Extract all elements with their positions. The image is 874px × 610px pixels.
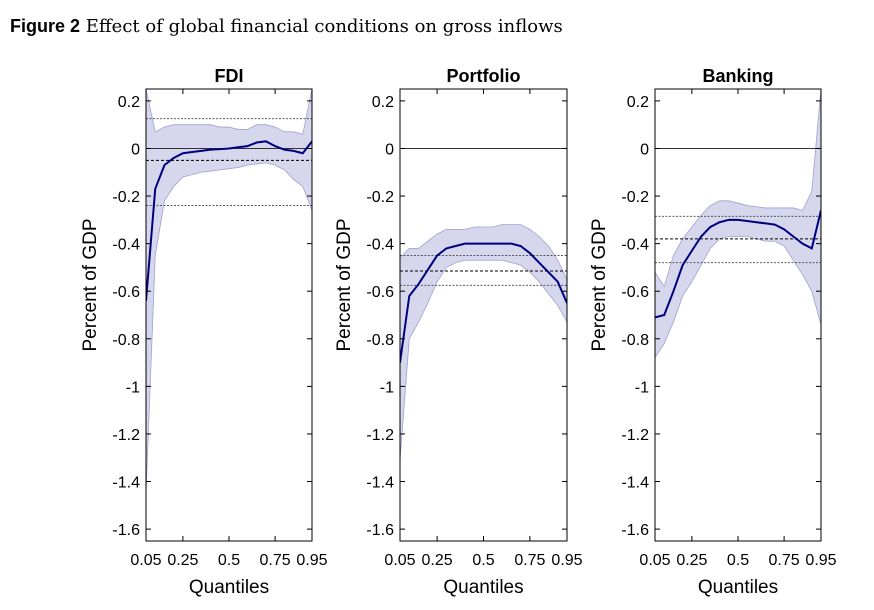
- y-tick-label: 0.2: [372, 94, 394, 111]
- x-tick-label: 0.25: [422, 552, 453, 569]
- chart-title: FDI: [215, 66, 244, 86]
- y-tick-label: -0.4: [621, 237, 649, 254]
- x-tick-label: 0.95: [296, 552, 327, 569]
- x-tick-label: 0.5: [218, 552, 240, 569]
- x-tick-label: 0.5: [727, 552, 749, 569]
- y-axis-label: Percent of GDP: [334, 218, 355, 351]
- y-axis-label: Percent of GDP: [589, 218, 610, 351]
- y-tick-label: -1: [380, 379, 394, 396]
- y-tick-label: -1: [126, 379, 140, 396]
- figure-label: Figure 2: [10, 16, 81, 36]
- series-line: [146, 140, 312, 301]
- x-tick-label: 0.95: [805, 552, 836, 569]
- confidence-band: [146, 89, 312, 494]
- y-tick-label: -0.6: [621, 284, 649, 301]
- chart-panel-1: 0.2 0 -0.2 -0.4 -0.6 -0.8 -1 -1.2 -1.4 -1.6 0.05 0.…: [334, 66, 583, 598]
- y-tick-label: -0.2: [366, 189, 394, 206]
- axes-box: [399, 88, 568, 542]
- y-tick-label: -1.4: [112, 475, 140, 492]
- y-tick-label: -0.6: [112, 284, 140, 301]
- x-tick-label: 0.75: [514, 552, 545, 569]
- y-tick-label: -1.2: [621, 427, 649, 444]
- figure-caption: Figure 2 Effect of global financial cond…: [10, 16, 563, 37]
- chart-title: Banking: [702, 66, 773, 86]
- y-tick-label: -0.2: [621, 189, 649, 206]
- y-tick-label: 0: [385, 141, 394, 158]
- y-axis-label: Percent of GDP: [80, 218, 101, 351]
- x-axis-label: Quantiles: [698, 577, 778, 598]
- x-axis-label: Quantiles: [443, 577, 523, 598]
- y-tick-label: -1.2: [112, 427, 140, 444]
- y-tick-label: -0.4: [366, 237, 394, 254]
- y-tick-label: -0.8: [112, 332, 140, 349]
- y-tick-label: 0.2: [118, 94, 140, 111]
- x-tick-label: 0.75: [260, 552, 291, 569]
- x-tick-label: 0.05: [130, 552, 161, 569]
- chart-panel-0: 0.2 0 -0.2 -0.4 -0.6 -0.8 -1 -1.2 -1.4 -1.6 0.05 0.…: [80, 66, 328, 598]
- y-tick-label: -1.6: [366, 522, 394, 539]
- y-tick-label: -0.4: [112, 237, 140, 254]
- y-tick-label: -1.6: [112, 522, 140, 539]
- series-line: [655, 210, 821, 319]
- y-tick-label: -1.2: [366, 427, 394, 444]
- y-tick-label: 0.2: [627, 94, 649, 111]
- y-tick-label: -0.6: [366, 284, 394, 301]
- chart-title: Portfolio: [447, 66, 521, 86]
- x-tick-label: 0.75: [769, 552, 800, 569]
- x-tick-label: 0.05: [384, 552, 415, 569]
- axes-box: [654, 88, 822, 542]
- y-tick-label: -0.8: [621, 332, 649, 349]
- confidence-band: [655, 89, 821, 359]
- y-tick-label: -1.4: [366, 475, 394, 492]
- y-tick-label: -1.6: [621, 522, 649, 539]
- x-tick-label: 0.95: [551, 552, 582, 569]
- confidence-band: [400, 224, 567, 461]
- y-tick-label: -1.4: [621, 475, 649, 492]
- y-tick-label: -1: [635, 379, 649, 396]
- figure-caption-text: Effect of global financial conditions on…: [85, 16, 563, 37]
- x-tick-label: 0.5: [472, 552, 494, 569]
- x-tick-label: 0.25: [167, 552, 198, 569]
- series-line: [400, 242, 567, 363]
- x-axis-label: Quantiles: [189, 577, 269, 598]
- x-tick-label: 0.05: [639, 552, 670, 569]
- y-tick-label: -0.8: [366, 332, 394, 349]
- y-tick-label: 0: [640, 141, 649, 158]
- y-tick-label: 0: [131, 141, 140, 158]
- chart-panel-2: 0.2 0 -0.2 -0.4 -0.6 -0.8 -1 -1.2 -1.4 -1.6 0.05 0.…: [589, 66, 837, 598]
- x-tick-label: 0.25: [676, 552, 707, 569]
- y-tick-label: -0.2: [112, 189, 140, 206]
